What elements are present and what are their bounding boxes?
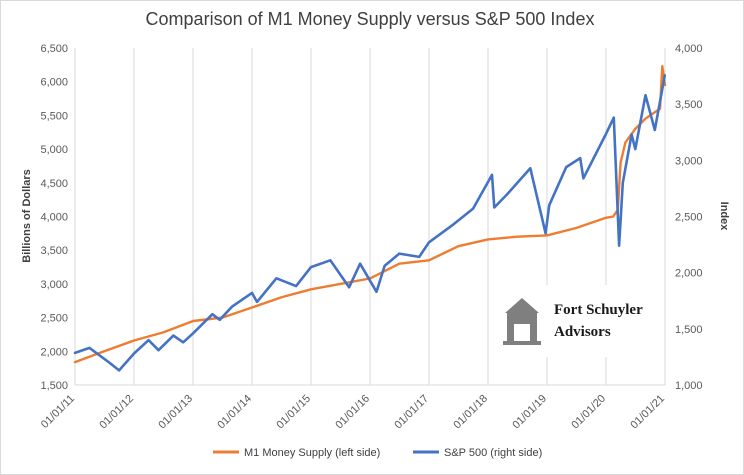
y2-tick-label: 1,000 (675, 380, 703, 392)
y-tick-label: 5,500 (40, 110, 68, 122)
x-tick-label: 01/01/13 (156, 393, 195, 432)
x-tick-label: 01/01/15 (274, 393, 313, 432)
x-tick-label: 01/01/18 (451, 393, 490, 432)
y-tick-label: 3,500 (40, 245, 68, 257)
y-tick-label: 2,500 (40, 313, 68, 325)
x-axis-ticks: 01/01/11 01/01/12 01/01/13 01/01/14 01/01/15… (39, 393, 667, 432)
y-tick-label: 1,500 (40, 380, 68, 392)
legend-label: S&P 500 (right side) (444, 447, 542, 459)
x-tick-label: 01/01/11 (39, 393, 77, 431)
y-tick-label: 3,000 (40, 279, 68, 291)
logo-line-1: Fort Schuyler (554, 302, 643, 318)
logo: Fort Schuyler Advisors (492, 285, 662, 357)
series-line-sp500 (73, 74, 667, 372)
right-axis-ticks: 1,000 1,500 2,000 2,500 3,000 3,500 4,000 (675, 43, 703, 392)
x-tick-label: 01/01/12 (97, 393, 136, 432)
x-tick-label: 01/01/14 (215, 393, 254, 432)
left-axis-ticks: 1,500 2,000 2,500 3,000 3,500 4,000 4,500 5,000… (40, 43, 68, 392)
logo-line-2: Advisors (554, 324, 611, 340)
y2-tick-label: 2,000 (675, 268, 703, 280)
chart-title: Comparison of M1 Money Supply versus S&P… (146, 9, 595, 29)
x-tick-label: 01/01/21 (628, 393, 667, 432)
x-tick-label: 01/01/19 (510, 393, 549, 432)
legend-label: M1 Money Supply (left side) (244, 447, 380, 459)
y-tick-label: 6,000 (40, 77, 68, 89)
series-group (73, 64, 667, 372)
y-tick-label: 2,000 (40, 346, 68, 358)
x-tick-label: 01/01/20 (569, 393, 608, 432)
y2-tick-label: 4,000 (675, 43, 703, 55)
y-axis-title: Billions of Dollars (21, 169, 33, 263)
y2-tick-label: 2,500 (675, 212, 703, 224)
y-tick-label: 5,000 (40, 144, 68, 156)
x-tick-label: 01/01/17 (392, 393, 431, 432)
y-tick-label: 4,500 (40, 178, 68, 190)
y-tick-label: 4,000 (40, 212, 68, 224)
y2-tick-label: 1,500 (675, 324, 703, 336)
y2-tick-label: 3,000 (675, 155, 703, 167)
x-tick-label: 01/01/16 (333, 393, 372, 432)
legend: M1 Money Supply (left side) S&P 500 (righ… (213, 447, 542, 459)
y-tick-label: 6,500 (40, 43, 68, 55)
y2-tick-label: 3,500 (675, 99, 703, 111)
y2-axis-title: Index (718, 202, 730, 232)
tower-icon (503, 298, 541, 345)
